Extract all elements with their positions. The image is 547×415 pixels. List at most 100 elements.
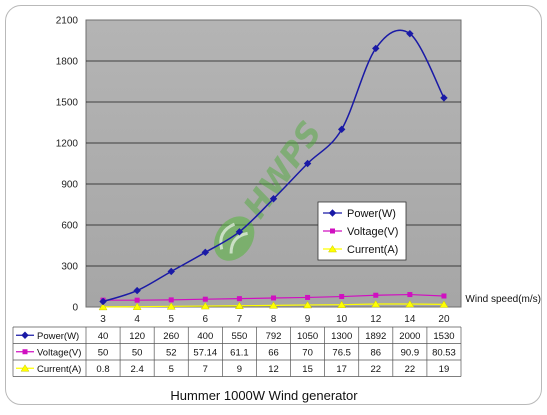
data-point (439, 300, 449, 308)
data-point (441, 293, 447, 299)
chart-title: Hummer 1000W Wind generator (170, 388, 358, 403)
data-label: 1300 (331, 331, 352, 342)
data-point (235, 228, 244, 236)
data-point (303, 159, 312, 168)
data-point (337, 300, 347, 308)
data-point (99, 297, 107, 306)
y-tick-label: 1200 (56, 139, 79, 150)
data-label: 1892 (365, 331, 386, 342)
data-label: 57.14 (193, 347, 217, 358)
table-row-label: Current(A) (37, 364, 81, 375)
data-label: 0.8 (96, 364, 109, 375)
data-label: 792 (266, 331, 282, 342)
x-tick-label: 5 (168, 314, 174, 325)
legend-label: Voltage(V) (347, 226, 398, 238)
data-point (166, 302, 176, 310)
data-label: 22 (405, 364, 416, 375)
data-point (167, 267, 175, 276)
data-label: 19 (439, 364, 450, 375)
x-tick-label: 14 (404, 314, 416, 325)
y-tick-label: 900 (61, 180, 78, 191)
data-label: 70 (302, 347, 313, 358)
table-key-marker (21, 331, 29, 339)
series-line-0 (102, 29, 445, 303)
data-label: 90.9 (401, 347, 420, 358)
data-point (305, 294, 311, 300)
data-point (236, 296, 242, 302)
data-label: 2000 (399, 331, 420, 342)
x-tick-label: 3 (100, 314, 106, 325)
data-point (202, 296, 208, 302)
data-point (168, 297, 174, 303)
data-label: 76.5 (332, 347, 351, 358)
data-label: 2.4 (131, 364, 144, 375)
x-axis-title: Wind speed(m/s) (465, 294, 541, 305)
data-point (133, 286, 141, 295)
data-point (405, 300, 415, 308)
x-tick-label: 20 (438, 314, 450, 325)
table-row-label: Voltage(V) (37, 347, 81, 358)
data-point (269, 301, 278, 309)
x-tick-label: 8 (271, 314, 277, 325)
data-label: 260 (163, 331, 179, 342)
data-point (200, 302, 210, 310)
y-tick-label: 1800 (56, 57, 79, 68)
data-point (132, 302, 142, 310)
y-tick-label: 0 (72, 303, 78, 314)
data-point (337, 125, 346, 134)
data-point (440, 94, 448, 102)
data-label: 86 (370, 347, 381, 358)
table-row-label: Power(W) (37, 331, 79, 342)
data-point (134, 297, 140, 303)
data-point (269, 195, 278, 203)
data-label: 22 (370, 364, 381, 375)
data-label: 40 (98, 331, 109, 342)
data-point (339, 294, 345, 300)
x-tick-label: 7 (237, 314, 243, 325)
data-point (373, 292, 379, 298)
y-tick-label: 300 (61, 262, 78, 273)
legend-marker (328, 245, 337, 253)
data-label: 400 (197, 331, 213, 342)
data-label: 66 (268, 347, 279, 358)
data-label: 12 (268, 364, 279, 375)
data-label: 52 (166, 347, 177, 358)
data-label: 17 (336, 364, 347, 375)
data-label: 5 (169, 364, 174, 375)
data-label: 7 (203, 364, 208, 375)
data-point (271, 295, 276, 301)
data-label: 15 (302, 364, 313, 375)
x-tick-label: 4 (134, 314, 140, 325)
data-label: 50 (132, 347, 143, 358)
y-tick-label: 2100 (56, 16, 79, 27)
data-point (303, 300, 313, 309)
data-point (371, 300, 381, 308)
data-label: 120 (129, 331, 145, 342)
legend-label: Power(W) (347, 208, 396, 220)
table-key-marker (22, 349, 28, 355)
chart-container: 0 300 600 900 1200 1500 1800 2100 HWPS 3 4 5 6 7 8 9 10 1… (5, 5, 542, 405)
data-point (407, 292, 413, 298)
data-label: 80.53 (432, 347, 456, 358)
data-label: 1050 (297, 331, 318, 342)
data-point (372, 44, 380, 53)
legend-label: Current(A) (347, 244, 398, 256)
x-tick-label: 12 (370, 314, 382, 325)
data-point (98, 302, 108, 311)
data-label: 1530 (433, 331, 454, 342)
y-tick-label: 1500 (56, 98, 79, 109)
data-label: 9 (237, 364, 242, 375)
table-key-marker (20, 364, 30, 372)
y-tick-label: 600 (61, 221, 78, 232)
x-tick-label: 6 (203, 314, 209, 325)
data-label: 61.1 (230, 347, 249, 358)
legend-marker (330, 228, 335, 234)
data-point (406, 29, 414, 38)
data-point (234, 301, 244, 310)
x-tick-label: 9 (305, 314, 311, 325)
x-tick-label: 10 (336, 314, 348, 325)
legend-marker (328, 209, 337, 217)
data-label: 550 (231, 331, 247, 342)
data-label: 50 (98, 347, 109, 358)
